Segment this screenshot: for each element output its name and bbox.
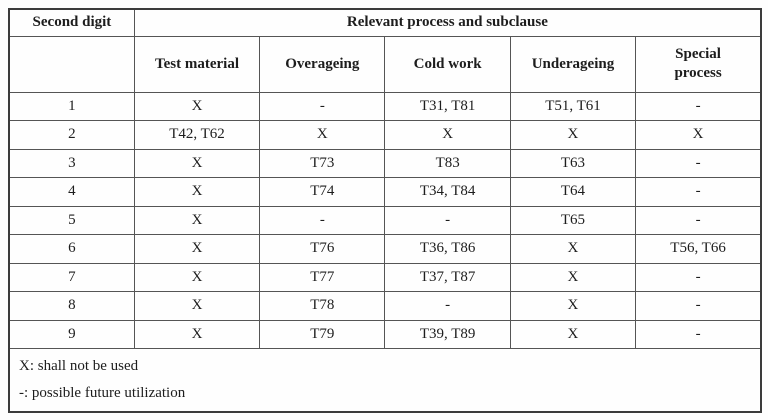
value-cell: T79 [259, 319, 386, 349]
second-digit-cell: 9 [8, 319, 135, 349]
col-header-overageing: Overageing [259, 35, 386, 93]
table-footer: X: shall not be used -: possible future … [8, 348, 762, 413]
value-cell: X [509, 120, 637, 150]
value-cell: T42, T62 [133, 120, 261, 150]
second-digit-cell: 3 [8, 148, 135, 178]
table-row: 3 X T73 T83 T63- [8, 148, 762, 178]
value-cell: T37, T87 [384, 262, 511, 292]
value-cell: X [133, 291, 261, 321]
empty-corner-cell [8, 35, 135, 93]
second-digit-cell: 5 [8, 205, 135, 235]
value-cell: - [259, 91, 386, 121]
second-digit-header: Second digit [8, 8, 135, 37]
second-digit-cell: 6 [8, 234, 135, 264]
col-header-special-process: Special process [635, 35, 762, 93]
value-cell: X [384, 120, 511, 150]
table-row: 9 X T79 T39, T89 X - [8, 319, 762, 349]
table-row: 6 X T76 T36, T86 X T56, T66 [8, 234, 762, 264]
value-cell: T56, T66 [635, 234, 762, 264]
value-cell: T64 [509, 177, 637, 207]
legend-row: X: shall not be used -: possible future … [8, 348, 762, 413]
value-cell: - [259, 205, 386, 235]
table-row: 2 T42, T62 X X X X [8, 120, 762, 150]
value-cell: T31, T81 [384, 91, 511, 121]
value-cell: T51, T61 [509, 91, 637, 121]
table-row: 1 X - T31, T81 T51, T61- [8, 91, 762, 121]
value-cell: T36, T86 [384, 234, 511, 264]
table-row: 5 X - - T65- [8, 205, 762, 235]
second-digit-cell: 7 [8, 262, 135, 292]
value-cell: T83 [384, 148, 511, 178]
table-row: 8 X T78- X - [8, 291, 762, 321]
value-cell: X [133, 319, 261, 349]
col-header-underageing: Underageing [509, 35, 637, 93]
value-cell: T76 [259, 234, 386, 264]
value-cell: X [259, 120, 386, 150]
value-cell: X [133, 234, 261, 264]
value-cell: - [384, 205, 511, 235]
value-cell: T65 [509, 205, 637, 235]
value-cell: - [635, 177, 762, 207]
value-cell: T63 [509, 148, 637, 178]
value-cell: - [635, 291, 762, 321]
value-cell: - [635, 262, 762, 292]
value-cell: T77 [259, 262, 386, 292]
table-row: 7 X T77 T37, T87 X - [8, 262, 762, 292]
value-cell: X [509, 291, 637, 321]
value-cell: - [635, 205, 762, 235]
table-row: 4 X T74 T34, T84 T64- [8, 177, 762, 207]
value-cell: X [133, 148, 261, 178]
col-header-cold-work: Cold work [384, 35, 511, 93]
second-digit-cell: 8 [8, 291, 135, 321]
value-cell: X [509, 262, 637, 292]
group-header: Relevant process and subclause [133, 8, 762, 37]
legend-dash-note: -: possible future utilization [19, 385, 186, 401]
table-body: 1 X - T31, T81 T51, T61-2 T42, T62 X X X X 3 X T73 T8… [8, 91, 762, 349]
value-cell: T39, T89 [384, 319, 511, 349]
table-header: Second digit Relevant process and subcla… [8, 8, 762, 93]
column-header-row: Test material Overageing Cold work Under… [8, 35, 762, 93]
value-cell: X [635, 120, 762, 150]
value-cell: T78 [259, 291, 386, 321]
second-digit-cell: 1 [8, 91, 135, 121]
group-header-row: Second digit Relevant process and subcla… [8, 8, 762, 37]
second-digit-cell: 4 [8, 177, 135, 207]
value-cell: - [635, 91, 762, 121]
value-cell: - [384, 291, 511, 321]
value-cell: X [133, 205, 261, 235]
value-cell: - [635, 148, 762, 178]
second-digit-cell: 2 [8, 120, 135, 150]
value-cell: X [509, 234, 637, 264]
col-header-test-material: Test material [133, 35, 261, 93]
value-cell: T34, T84 [384, 177, 511, 207]
value-cell: - [635, 319, 762, 349]
value-cell: X [509, 319, 637, 349]
value-cell: X [133, 91, 261, 121]
value-cell: X [133, 177, 261, 207]
value-cell: T74 [259, 177, 386, 207]
value-cell: X [133, 262, 261, 292]
value-cell: T73 [259, 148, 386, 178]
legend-x-note: X: shall not be used [19, 358, 139, 374]
process-subclause-table: Second digit Relevant process and subcla… [8, 8, 762, 413]
legend-cell: X: shall not be used -: possible future … [8, 348, 762, 413]
